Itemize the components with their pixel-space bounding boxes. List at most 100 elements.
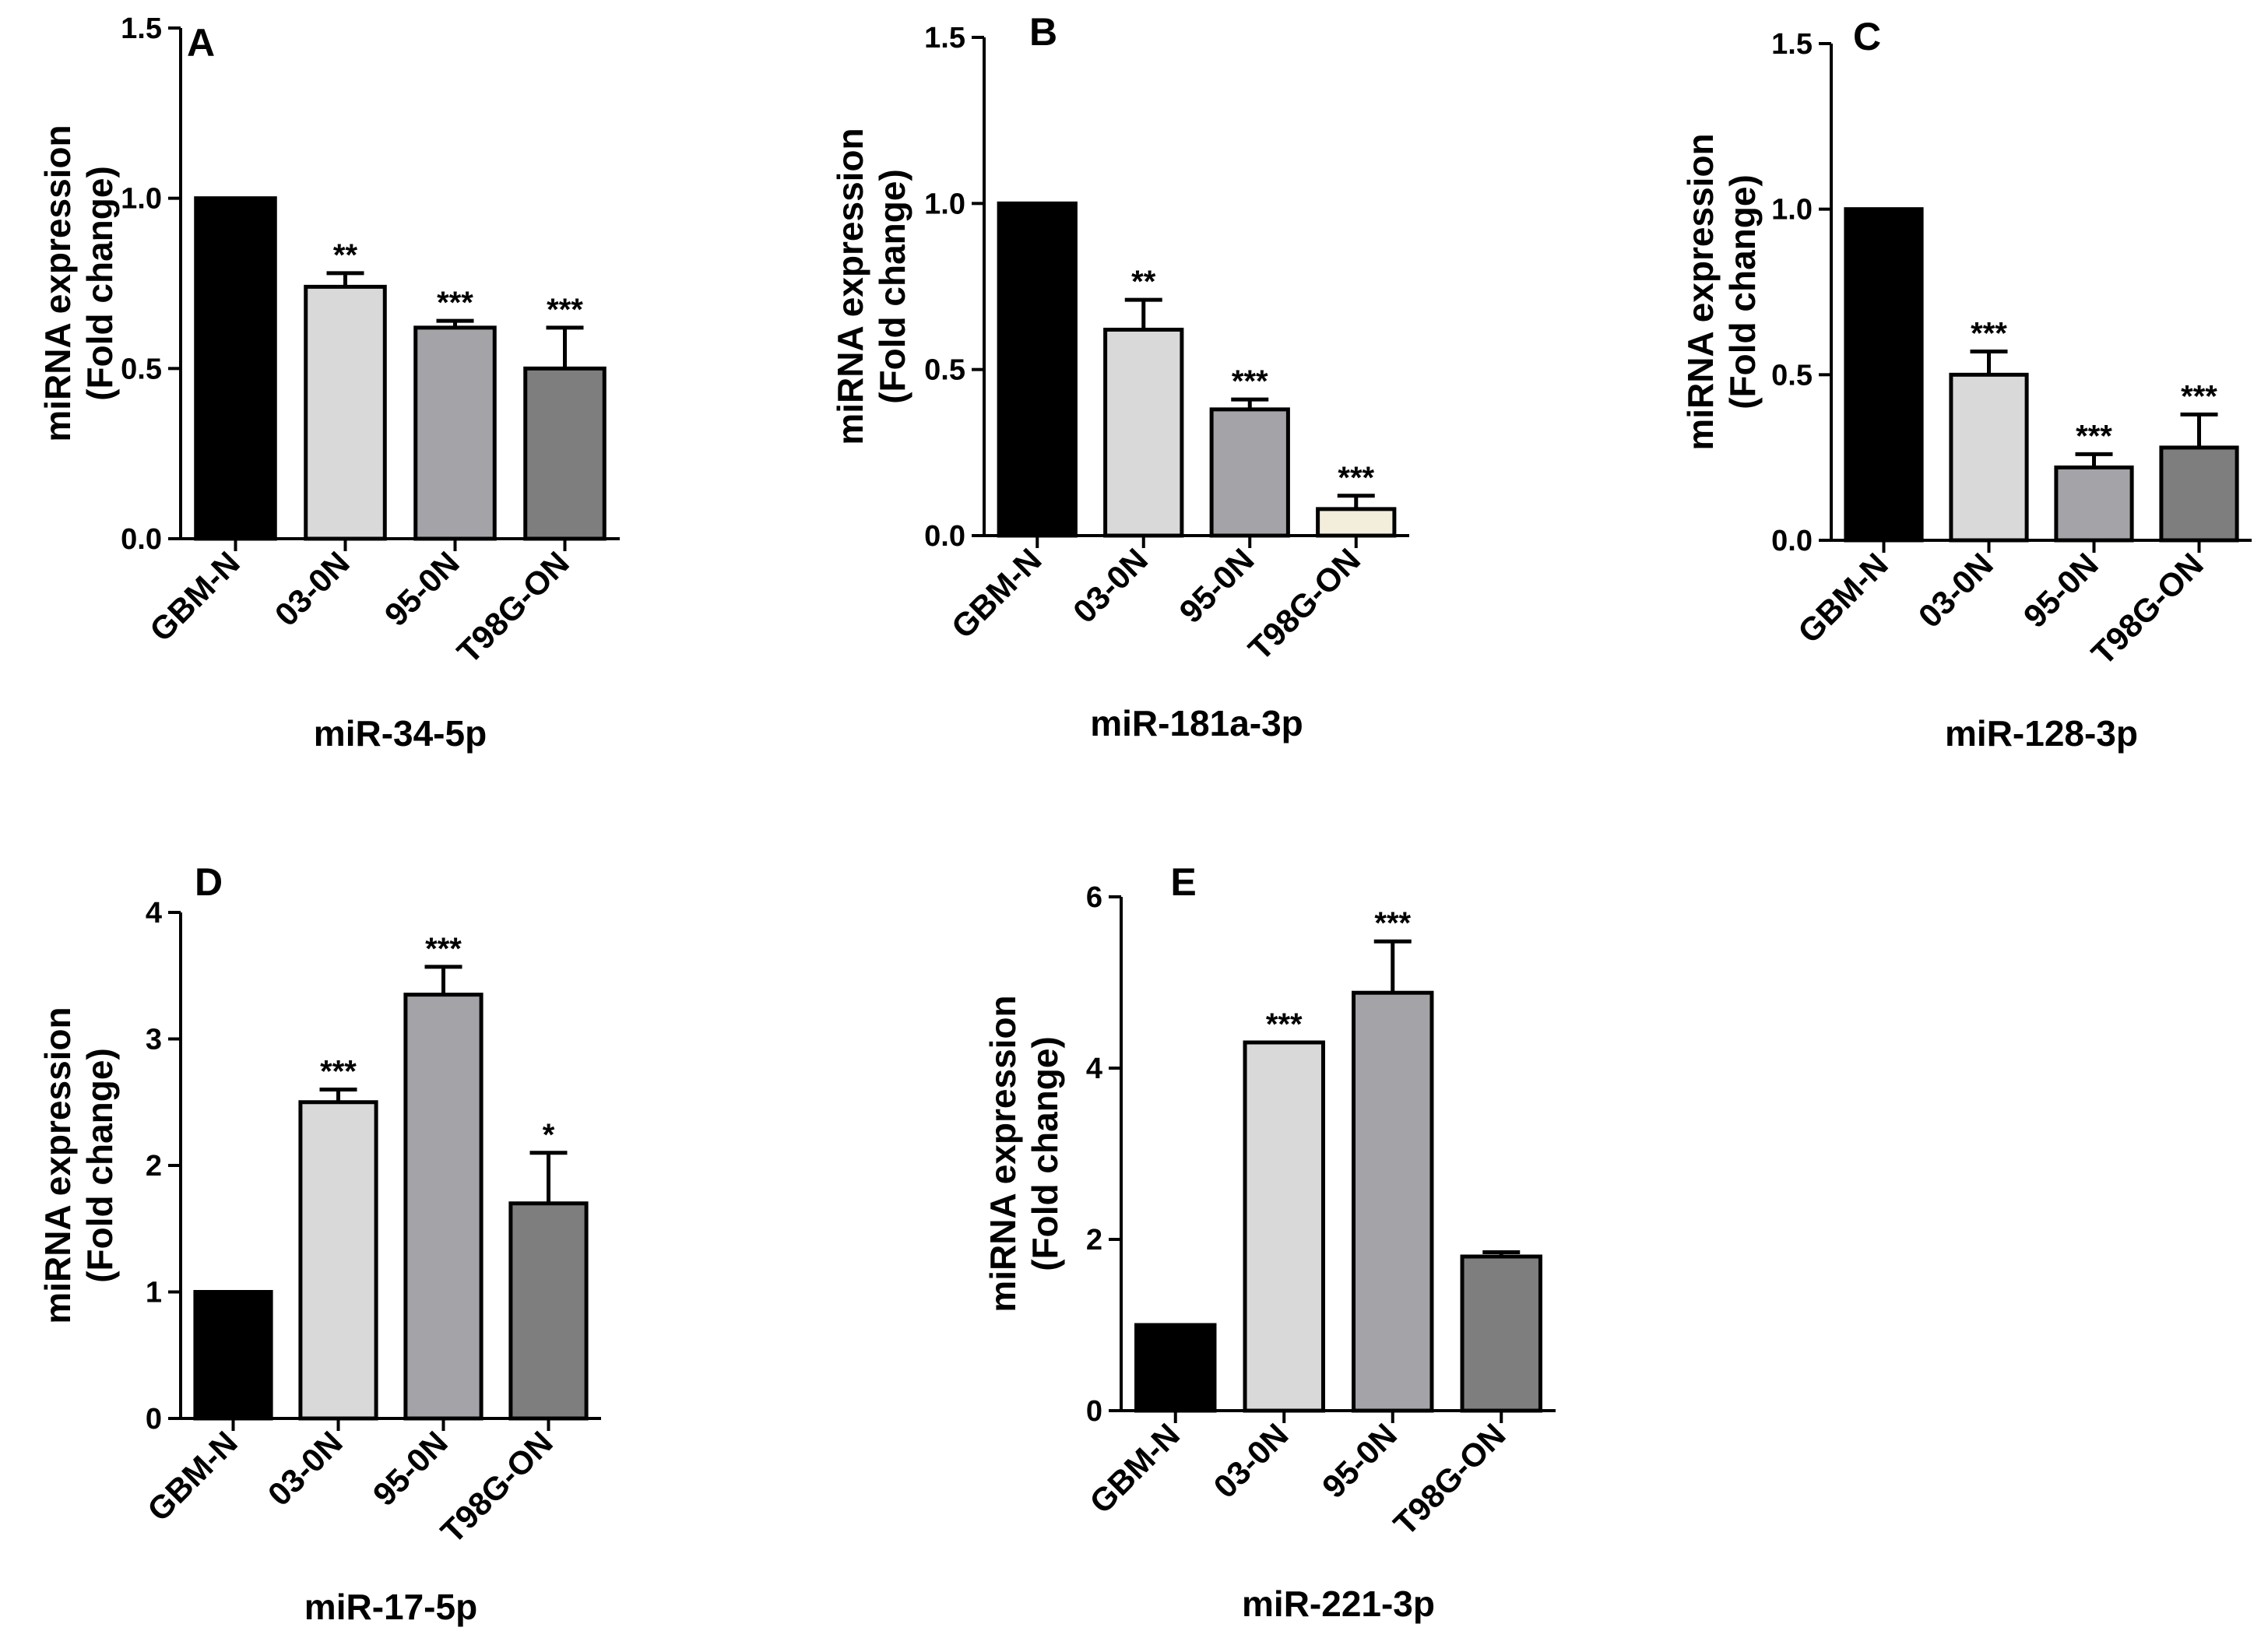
- x-axis-title: miR-128-3p: [1945, 713, 2138, 754]
- bar-t98g-on: [2159, 445, 2239, 543]
- bar-95-0n: [413, 325, 497, 541]
- category-label: GBM-N: [1791, 546, 1895, 650]
- category-label: 03-0N: [1066, 541, 1155, 630]
- significance-marker: ***: [1266, 1007, 1303, 1042]
- y-axis-title: miRNA expression: [830, 128, 870, 445]
- y-axis-title: (Fold change): [872, 169, 912, 404]
- x-axis-title: miR-34-5p: [314, 713, 487, 754]
- y-tick-label: 4: [146, 897, 162, 930]
- bar-03-0n: [1949, 372, 2029, 543]
- y-tick-label: 2: [1086, 1224, 1102, 1257]
- y-axis-title: miRNA expression: [37, 1007, 78, 1323]
- y-axis-title: (Fold change): [79, 166, 120, 401]
- y-tick-label: 0.5: [1771, 359, 1813, 392]
- y-axis-title: miRNA expression: [37, 125, 78, 441]
- y-tick-label: 0.0: [1771, 525, 1813, 557]
- y-tick-label: 0.5: [121, 353, 162, 385]
- y-tick-label: 1.5: [924, 22, 965, 54]
- y-tick-label: 0.0: [121, 523, 162, 556]
- y-tick-label: 1.5: [121, 12, 162, 45]
- category-label: T98G-ON: [1387, 1416, 1513, 1542]
- bar-03-0n: [1103, 327, 1184, 538]
- bar-gbm-n: [997, 201, 1078, 538]
- bar-95-0n: [403, 993, 483, 1421]
- y-axis-title: miRNA expression: [1680, 133, 1721, 450]
- significance-marker: ***: [1374, 906, 1411, 940]
- y-axis-title: (Fold change): [1722, 174, 1763, 409]
- bar-95-0n: [1209, 407, 1290, 538]
- significance-marker: ***: [2181, 379, 2217, 413]
- category-label: T98G-ON: [2084, 546, 2210, 672]
- panel-letter: D: [195, 860, 223, 904]
- y-tick-label: 2: [146, 1150, 162, 1183]
- x-axis-title: miR-221-3p: [1242, 1583, 1435, 1624]
- bar-03-0n: [298, 1100, 378, 1421]
- category-label: T98G-ON: [434, 1424, 560, 1550]
- x-axis-title: miR-181a-3p: [1090, 703, 1303, 743]
- bar-95-0n: [2054, 465, 2134, 543]
- bar-gbm-n: [194, 196, 277, 541]
- y-tick-label: 1.5: [1771, 28, 1813, 61]
- category-label: GBM-N: [140, 1424, 244, 1528]
- bar-t98g-on: [523, 366, 607, 541]
- y-tick-label: 3: [146, 1024, 162, 1056]
- category-label: 03-0N: [261, 1424, 350, 1513]
- y-tick-label: 0: [1086, 1395, 1102, 1428]
- bar-gbm-n: [193, 1290, 273, 1421]
- significance-marker: ***: [1971, 317, 2007, 351]
- y-axis-title: (Fold change): [79, 1048, 120, 1283]
- category-label: GBM-N: [1082, 1416, 1187, 1520]
- category-label: 95-0N: [2017, 546, 2105, 634]
- category-label: 95-0N: [378, 544, 466, 633]
- y-tick-label: 6: [1086, 881, 1102, 914]
- bar-t98g-on: [1460, 1254, 1542, 1413]
- y-tick-label: 1.0: [1771, 194, 1813, 227]
- category-label: 03-0N: [1206, 1416, 1295, 1505]
- bar-95-0n: [1352, 990, 1434, 1413]
- y-tick-label: 0.5: [924, 354, 965, 387]
- y-axis-title: (Fold change): [1025, 1036, 1065, 1271]
- significance-marker: ***: [1232, 364, 1268, 399]
- y-tick-label: 1.0: [924, 188, 965, 220]
- significance-marker: **: [333, 238, 358, 272]
- significance-marker: ***: [437, 286, 473, 320]
- panel-letter: C: [1853, 15, 1881, 58]
- y-tick-label: 0.0: [924, 520, 965, 553]
- panel-letter: A: [187, 21, 215, 65]
- bar-03-0n: [1243, 1040, 1325, 1413]
- category-label: GBM-N: [944, 541, 1049, 645]
- significance-marker: ***: [1338, 461, 1374, 495]
- bar-t98g-on: [508, 1201, 589, 1421]
- significance-marker: **: [1131, 265, 1156, 299]
- y-tick-label: 0: [146, 1403, 162, 1436]
- bar-gbm-n: [1134, 1323, 1217, 1413]
- category-label: GBM-N: [142, 544, 247, 649]
- category-label: T98G-ON: [450, 544, 576, 670]
- bar-03-0n: [304, 284, 387, 541]
- y-tick-label: 1.0: [121, 183, 162, 216]
- x-axis-title: miR-17-5p: [304, 1587, 477, 1627]
- y-tick-label: 1: [146, 1277, 162, 1309]
- bar-gbm-n: [1844, 207, 1924, 543]
- panel-letter: E: [1170, 860, 1196, 904]
- significance-marker: *: [543, 1118, 555, 1152]
- y-axis-title: miRNA expression: [983, 995, 1023, 1312]
- category-label: T98G-ON: [1241, 541, 1367, 667]
- bar-t98g-on: [1316, 507, 1397, 538]
- significance-marker: ***: [425, 932, 462, 966]
- category-label: 03-0N: [268, 544, 357, 633]
- category-label: 95-0N: [1315, 1416, 1404, 1505]
- significance-marker: ***: [2076, 419, 2112, 453]
- significance-marker: ***: [547, 293, 583, 327]
- category-label: 95-0N: [1172, 541, 1261, 630]
- category-label: 03-0N: [1911, 546, 2000, 634]
- significance-marker: ***: [320, 1055, 357, 1089]
- y-tick-label: 4: [1086, 1053, 1102, 1085]
- panel-letter: B: [1029, 10, 1057, 54]
